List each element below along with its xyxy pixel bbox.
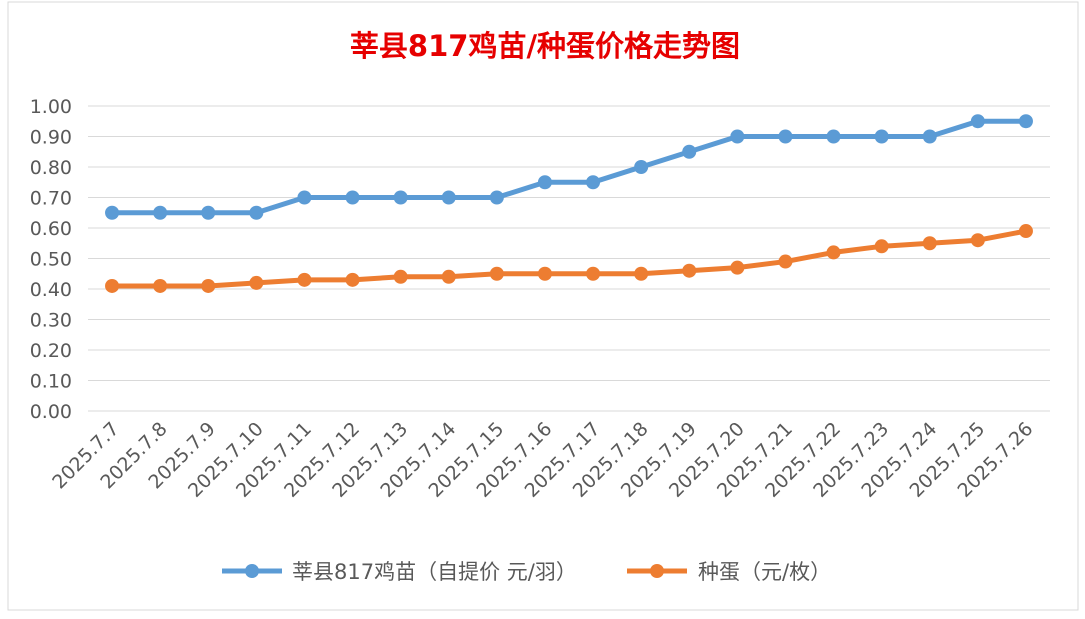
series-line <box>109 228 1029 289</box>
data-point <box>249 205 264 220</box>
data-point <box>682 144 697 159</box>
data-point <box>1018 224 1033 239</box>
data-point <box>586 175 601 190</box>
data-point <box>778 254 793 269</box>
legend-swatch-marker <box>245 564 259 578</box>
data-point <box>297 190 312 205</box>
data-point <box>826 129 841 144</box>
data-point <box>105 278 120 293</box>
data-point <box>1018 114 1033 129</box>
data-point <box>489 190 504 205</box>
y-tick-label: 0.10 <box>30 371 72 393</box>
data-point <box>489 266 504 281</box>
data-point <box>153 278 168 293</box>
data-point <box>393 269 408 284</box>
data-point <box>105 205 120 220</box>
data-point <box>537 266 552 281</box>
y-tick-label: 1.00 <box>30 96 72 118</box>
data-point <box>874 129 889 144</box>
y-tick-label: 0.30 <box>30 310 72 332</box>
data-point <box>634 266 649 281</box>
data-point <box>586 266 601 281</box>
data-point <box>345 190 360 205</box>
data-point <box>297 272 312 287</box>
series-layer <box>105 114 1033 293</box>
legend: 莘县817鸡苗（自提价 元/羽） 种蛋（元/枚） <box>222 560 831 584</box>
y-axis-ticks: 0.00 0.10 0.20 0.30 0.40 0.50 0.60 0.70 0.80 0.90… <box>30 96 72 423</box>
data-point <box>153 205 168 220</box>
data-point <box>730 129 745 144</box>
data-point <box>778 129 793 144</box>
data-point <box>201 278 216 293</box>
y-tick-label: 0.20 <box>30 340 72 362</box>
data-point <box>201 205 216 220</box>
data-point <box>249 275 264 290</box>
series-2 <box>105 224 1033 293</box>
legend-label: 莘县817鸡苗（自提价 元/羽） <box>292 560 577 584</box>
data-point <box>874 239 889 254</box>
data-point <box>441 190 456 205</box>
y-tick-label: 0.70 <box>30 188 72 210</box>
legend-label: 种蛋（元/枚） <box>698 560 831 584</box>
legend-swatch-marker <box>650 564 664 578</box>
chart-title: 莘县817鸡苗/种蛋价格走势图 <box>350 29 740 63</box>
y-tick-label: 0.00 <box>30 401 72 423</box>
series-line <box>109 118 1029 216</box>
y-tick-label: 0.80 <box>30 157 72 179</box>
data-point <box>922 129 937 144</box>
data-point <box>537 175 552 190</box>
data-point <box>393 190 408 205</box>
data-point <box>345 272 360 287</box>
data-point <box>826 245 841 260</box>
data-point <box>922 236 937 251</box>
y-tick-label: 0.40 <box>30 279 72 301</box>
data-point <box>634 160 649 174</box>
y-tick-label: 0.90 <box>30 127 72 149</box>
y-tick-label: 0.60 <box>30 218 72 240</box>
data-point <box>970 233 985 248</box>
legend-item: 莘县817鸡苗（自提价 元/羽） <box>222 560 577 584</box>
data-point <box>441 269 456 284</box>
series-1 <box>105 114 1033 220</box>
data-point <box>730 260 745 275</box>
data-point <box>970 114 985 129</box>
data-point <box>682 263 697 278</box>
legend-item: 种蛋（元/枚） <box>627 560 831 584</box>
y-tick-label: 0.50 <box>30 249 72 271</box>
